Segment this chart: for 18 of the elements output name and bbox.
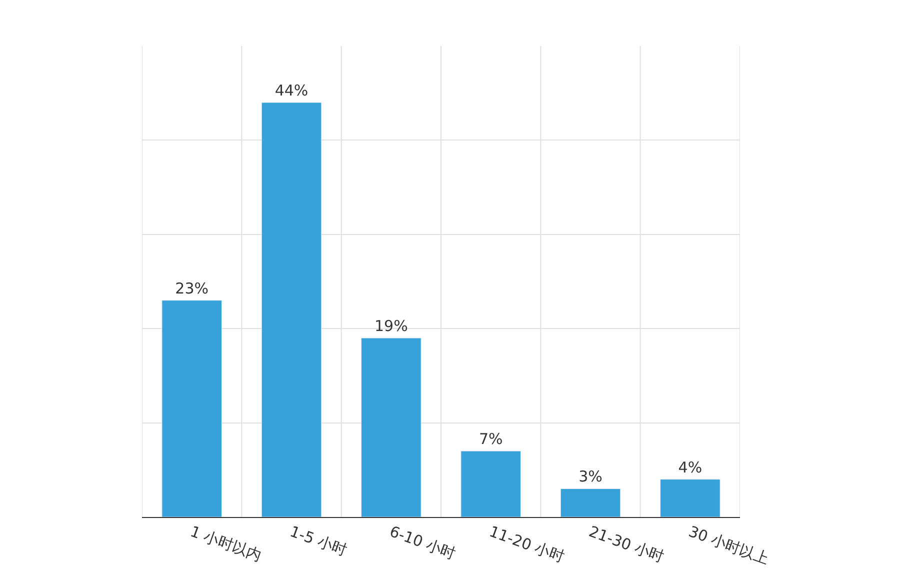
bar xyxy=(660,479,720,517)
data-label: 4% xyxy=(678,458,702,476)
data-label: 19% xyxy=(374,317,408,336)
x-tick-label: 21-30 小时 xyxy=(586,522,666,566)
x-tick-label: 11-20 小时 xyxy=(486,522,567,566)
data-label: 3% xyxy=(578,468,602,486)
x-tick-label: 6-10 小时 xyxy=(387,522,458,563)
bar xyxy=(460,450,521,517)
bar xyxy=(361,338,422,517)
x-tick-label: 1-5 小时 xyxy=(288,522,350,560)
x-tick-label: 30 小时以上 xyxy=(686,522,772,568)
bar xyxy=(261,102,322,517)
data-label: 7% xyxy=(478,430,503,448)
bar xyxy=(560,488,621,517)
bar xyxy=(162,300,222,517)
data-label: 44% xyxy=(274,82,308,100)
x-tick-label: 1 小时以内 xyxy=(188,522,264,565)
data-label: 23% xyxy=(175,279,208,298)
